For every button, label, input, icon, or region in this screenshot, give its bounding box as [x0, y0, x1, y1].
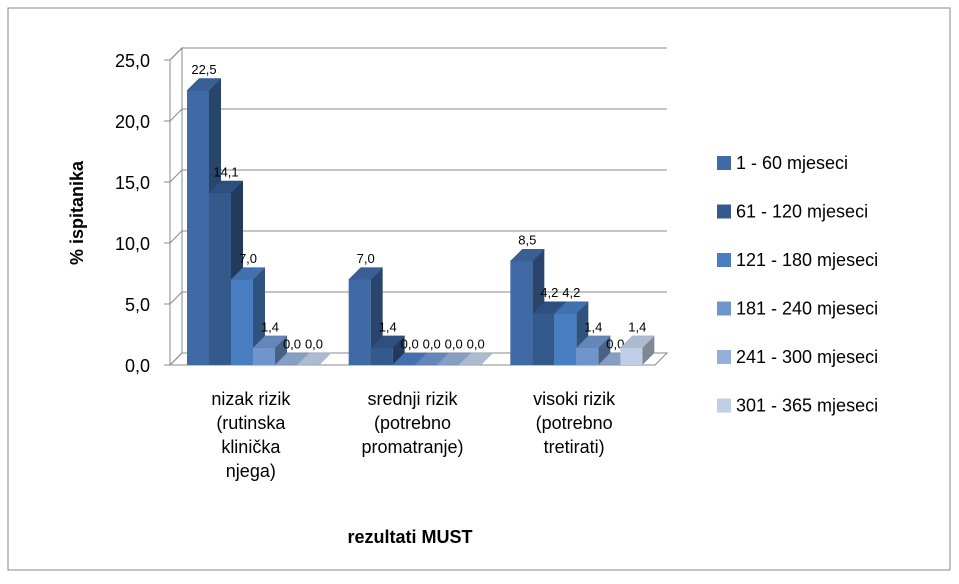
bar-side [598, 335, 611, 365]
y-tick-label: 0,0 [125, 356, 150, 376]
data-label: 1,4 [261, 319, 279, 334]
legend-label: 121 - 180 mjeseci [736, 250, 878, 270]
data-label: 8,5 [518, 233, 536, 248]
legend-swatch [717, 156, 731, 170]
data-label: 1,4 [584, 319, 602, 334]
data-label: 1,4 [628, 319, 646, 334]
bar-side [392, 335, 405, 365]
y-tick-label: 5,0 [125, 295, 150, 315]
data-label: 14,1 [213, 164, 238, 179]
legend-swatch [717, 398, 731, 413]
y-tick-label: 25,0 [115, 51, 150, 71]
bar-side [275, 335, 287, 365]
x-tick-label: njega) [226, 461, 276, 481]
grid-line [169, 291, 183, 305]
legend-swatch [717, 350, 731, 364]
bar [458, 352, 494, 366]
grid-line [169, 169, 183, 183]
x-tick-label: visoki rizik [533, 389, 616, 409]
x-tick-label: srednji rizik [367, 389, 458, 409]
grid-line [169, 108, 183, 122]
bar-front [370, 347, 393, 365]
data-label: 1,4 [379, 319, 397, 334]
bar-front [554, 313, 577, 365]
legend-label: 61 - 120 mjeseci [736, 201, 868, 221]
data-label: 22,5 [191, 62, 216, 77]
bar [619, 335, 655, 365]
data-label: 7,0 [357, 251, 375, 266]
legend-label: 301 - 365 mjeseci [736, 395, 878, 415]
legend-label: 181 - 240 mjeseci [736, 298, 878, 318]
legend-label: 241 - 300 mjeseci [736, 347, 878, 367]
bar-top [296, 352, 332, 366]
bar-side [642, 335, 655, 365]
x-tick-label: klinička [221, 437, 281, 457]
legend-swatch [717, 204, 731, 219]
bar-front [348, 279, 371, 365]
bar-front [620, 347, 643, 365]
data-label: 4,2 [562, 285, 580, 300]
data-label: 0,0 [305, 336, 323, 351]
bar-front [231, 279, 253, 365]
y-tick-label: 20,0 [115, 112, 150, 132]
data-label: 0,0 [606, 336, 624, 351]
data-label: 0,0 [467, 336, 485, 351]
bar [296, 352, 332, 366]
grid-line [169, 230, 183, 244]
y-tick-label: 15,0 [115, 173, 150, 193]
legend-swatch [717, 253, 731, 267]
grid-line [169, 47, 183, 61]
bar-front [510, 261, 533, 365]
x-tick-label: (potrebno [374, 413, 451, 433]
bar [370, 335, 406, 365]
bar-front [209, 192, 231, 365]
bar-front [253, 347, 275, 365]
y-tick-label: 10,0 [115, 234, 150, 254]
bar [348, 267, 384, 365]
data-label: 0,0 [445, 336, 463, 351]
x-axis-title: rezultati MUST [347, 527, 472, 547]
bar-front [576, 347, 599, 365]
data-label: 0,0 [283, 336, 301, 351]
x-tick-label: tretirati) [544, 437, 605, 457]
x-tick-label: nizak rizik [211, 389, 291, 409]
bar-top [458, 352, 494, 366]
data-label: 7,0 [239, 251, 257, 266]
data-label: 4,2 [540, 285, 558, 300]
x-tick-label: (potrebno [536, 413, 613, 433]
grid-line [169, 352, 183, 366]
data-label: 0,0 [423, 336, 441, 351]
legend-swatch [717, 301, 731, 316]
bar-front [532, 313, 555, 365]
bar [252, 335, 288, 365]
bar [575, 335, 611, 365]
chart-border [7, 7, 951, 571]
legend-label: 1 - 60 mjeseci [736, 153, 848, 173]
bar-front [187, 90, 209, 365]
y-axis-title: % ispitanika [67, 160, 87, 265]
x-tick-label: (rutinska [216, 413, 286, 433]
x-tick-label: promatranje) [361, 437, 463, 457]
data-label: 0,0 [401, 336, 419, 351]
